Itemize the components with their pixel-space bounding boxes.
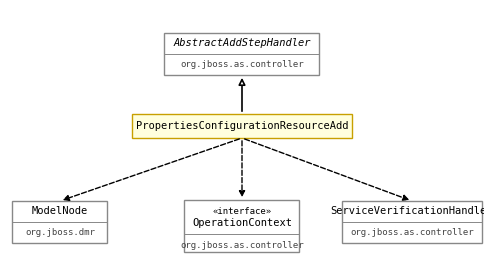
Bar	[164, 33, 319, 75]
Text: PropertiesConfigurationResourceAdd: PropertiesConfigurationResourceAdd	[136, 121, 348, 131]
Text: «interface»: «interface»	[212, 207, 271, 216]
Text: org.jboss.dmr: org.jboss.dmr	[25, 228, 95, 237]
Bar	[184, 200, 299, 252]
Text: AbstractAddStepHandler: AbstractAddStepHandler	[173, 39, 310, 49]
Text: OperationContext: OperationContext	[192, 218, 291, 228]
Text: org.jboss.as.controller: org.jboss.as.controller	[180, 241, 303, 250]
Text: ModelNode: ModelNode	[32, 206, 88, 216]
Text: org.jboss.as.controller: org.jboss.as.controller	[349, 228, 473, 237]
Bar	[13, 201, 107, 243]
Bar	[132, 114, 351, 138]
Text: ServiceVerificationHandler: ServiceVerificationHandler	[330, 206, 484, 216]
Text: org.jboss.as.controller: org.jboss.as.controller	[180, 60, 303, 69]
Bar	[341, 201, 481, 243]
